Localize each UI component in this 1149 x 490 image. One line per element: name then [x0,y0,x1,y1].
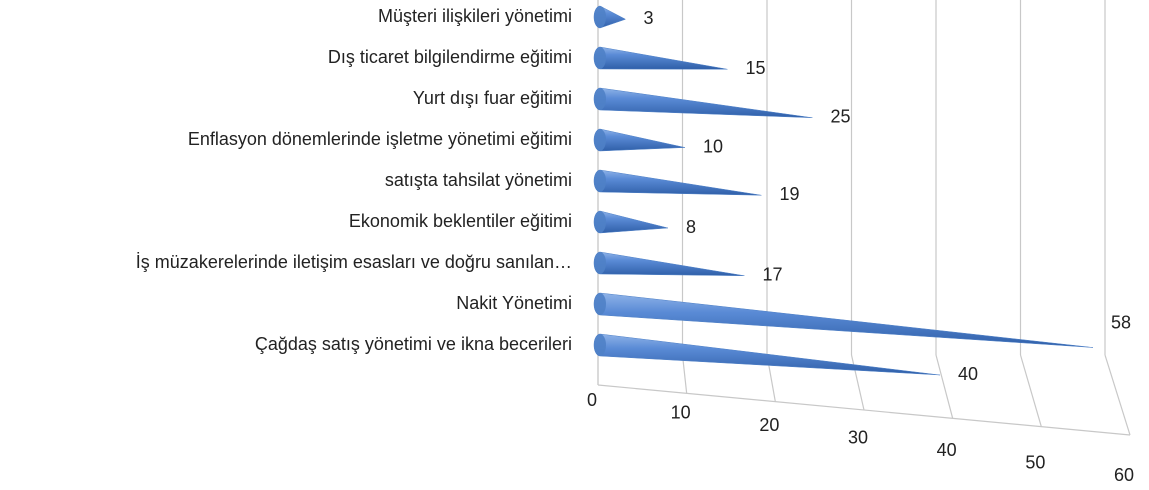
cone-base [594,293,606,315]
category-label: Çağdaş satış yönetimi ve ikna becerileri [255,334,572,354]
data-label: 40 [958,364,978,384]
cone [593,292,1094,348]
grid-line [935,354,954,419]
data-label: 15 [746,58,766,78]
data-label: 19 [780,184,800,204]
cone-base [594,252,606,274]
x-tick-label: 30 [848,427,868,447]
data-label: 10 [703,136,723,156]
cone-base [594,47,606,69]
category-label: Yurt dışı fuar eğitimi [413,88,572,108]
cone-base [594,170,606,192]
category-label: İş müzakerelerinde iletişim esasları ve … [136,252,572,272]
data-label: 58 [1111,312,1131,332]
category-label: Dış ticaret bilgilendirme eğitimi [328,47,572,67]
data-label: 25 [831,107,851,127]
cone-base [594,88,606,110]
data-label: 3 [644,8,654,28]
grid-line [1104,354,1131,436]
grid-line [850,354,865,411]
cone [593,46,728,70]
x-tick-label: 40 [937,440,957,460]
cone [593,87,813,118]
category-label: satışta tahsilat yönetimi [385,170,572,190]
x-tick-label: 0 [587,390,597,410]
cone-base [594,334,606,356]
cone [593,251,745,276]
data-label: 17 [763,265,783,285]
cone-base [594,211,606,233]
cone [593,128,686,152]
category-label: Nakit Yönetimi [456,293,572,313]
category-label: Müşteri ilişkileri yönetimi [378,6,572,26]
x-tick-label: 60 [1114,465,1134,485]
x-tick-label: 50 [1025,452,1045,472]
grid-line [681,354,688,394]
data-label: 8 [686,217,696,237]
grid-line [1019,354,1042,427]
x-tick-label: 10 [671,402,691,422]
cone-base [594,129,606,151]
category-label: Enflasyon dönemlerinde işletme yönetimi … [188,129,572,149]
cone [593,169,762,196]
cone-base [594,6,606,28]
category-label: Ekonomik beklentiler eğitimi [349,211,572,231]
x-tick-label: 20 [759,415,779,435]
